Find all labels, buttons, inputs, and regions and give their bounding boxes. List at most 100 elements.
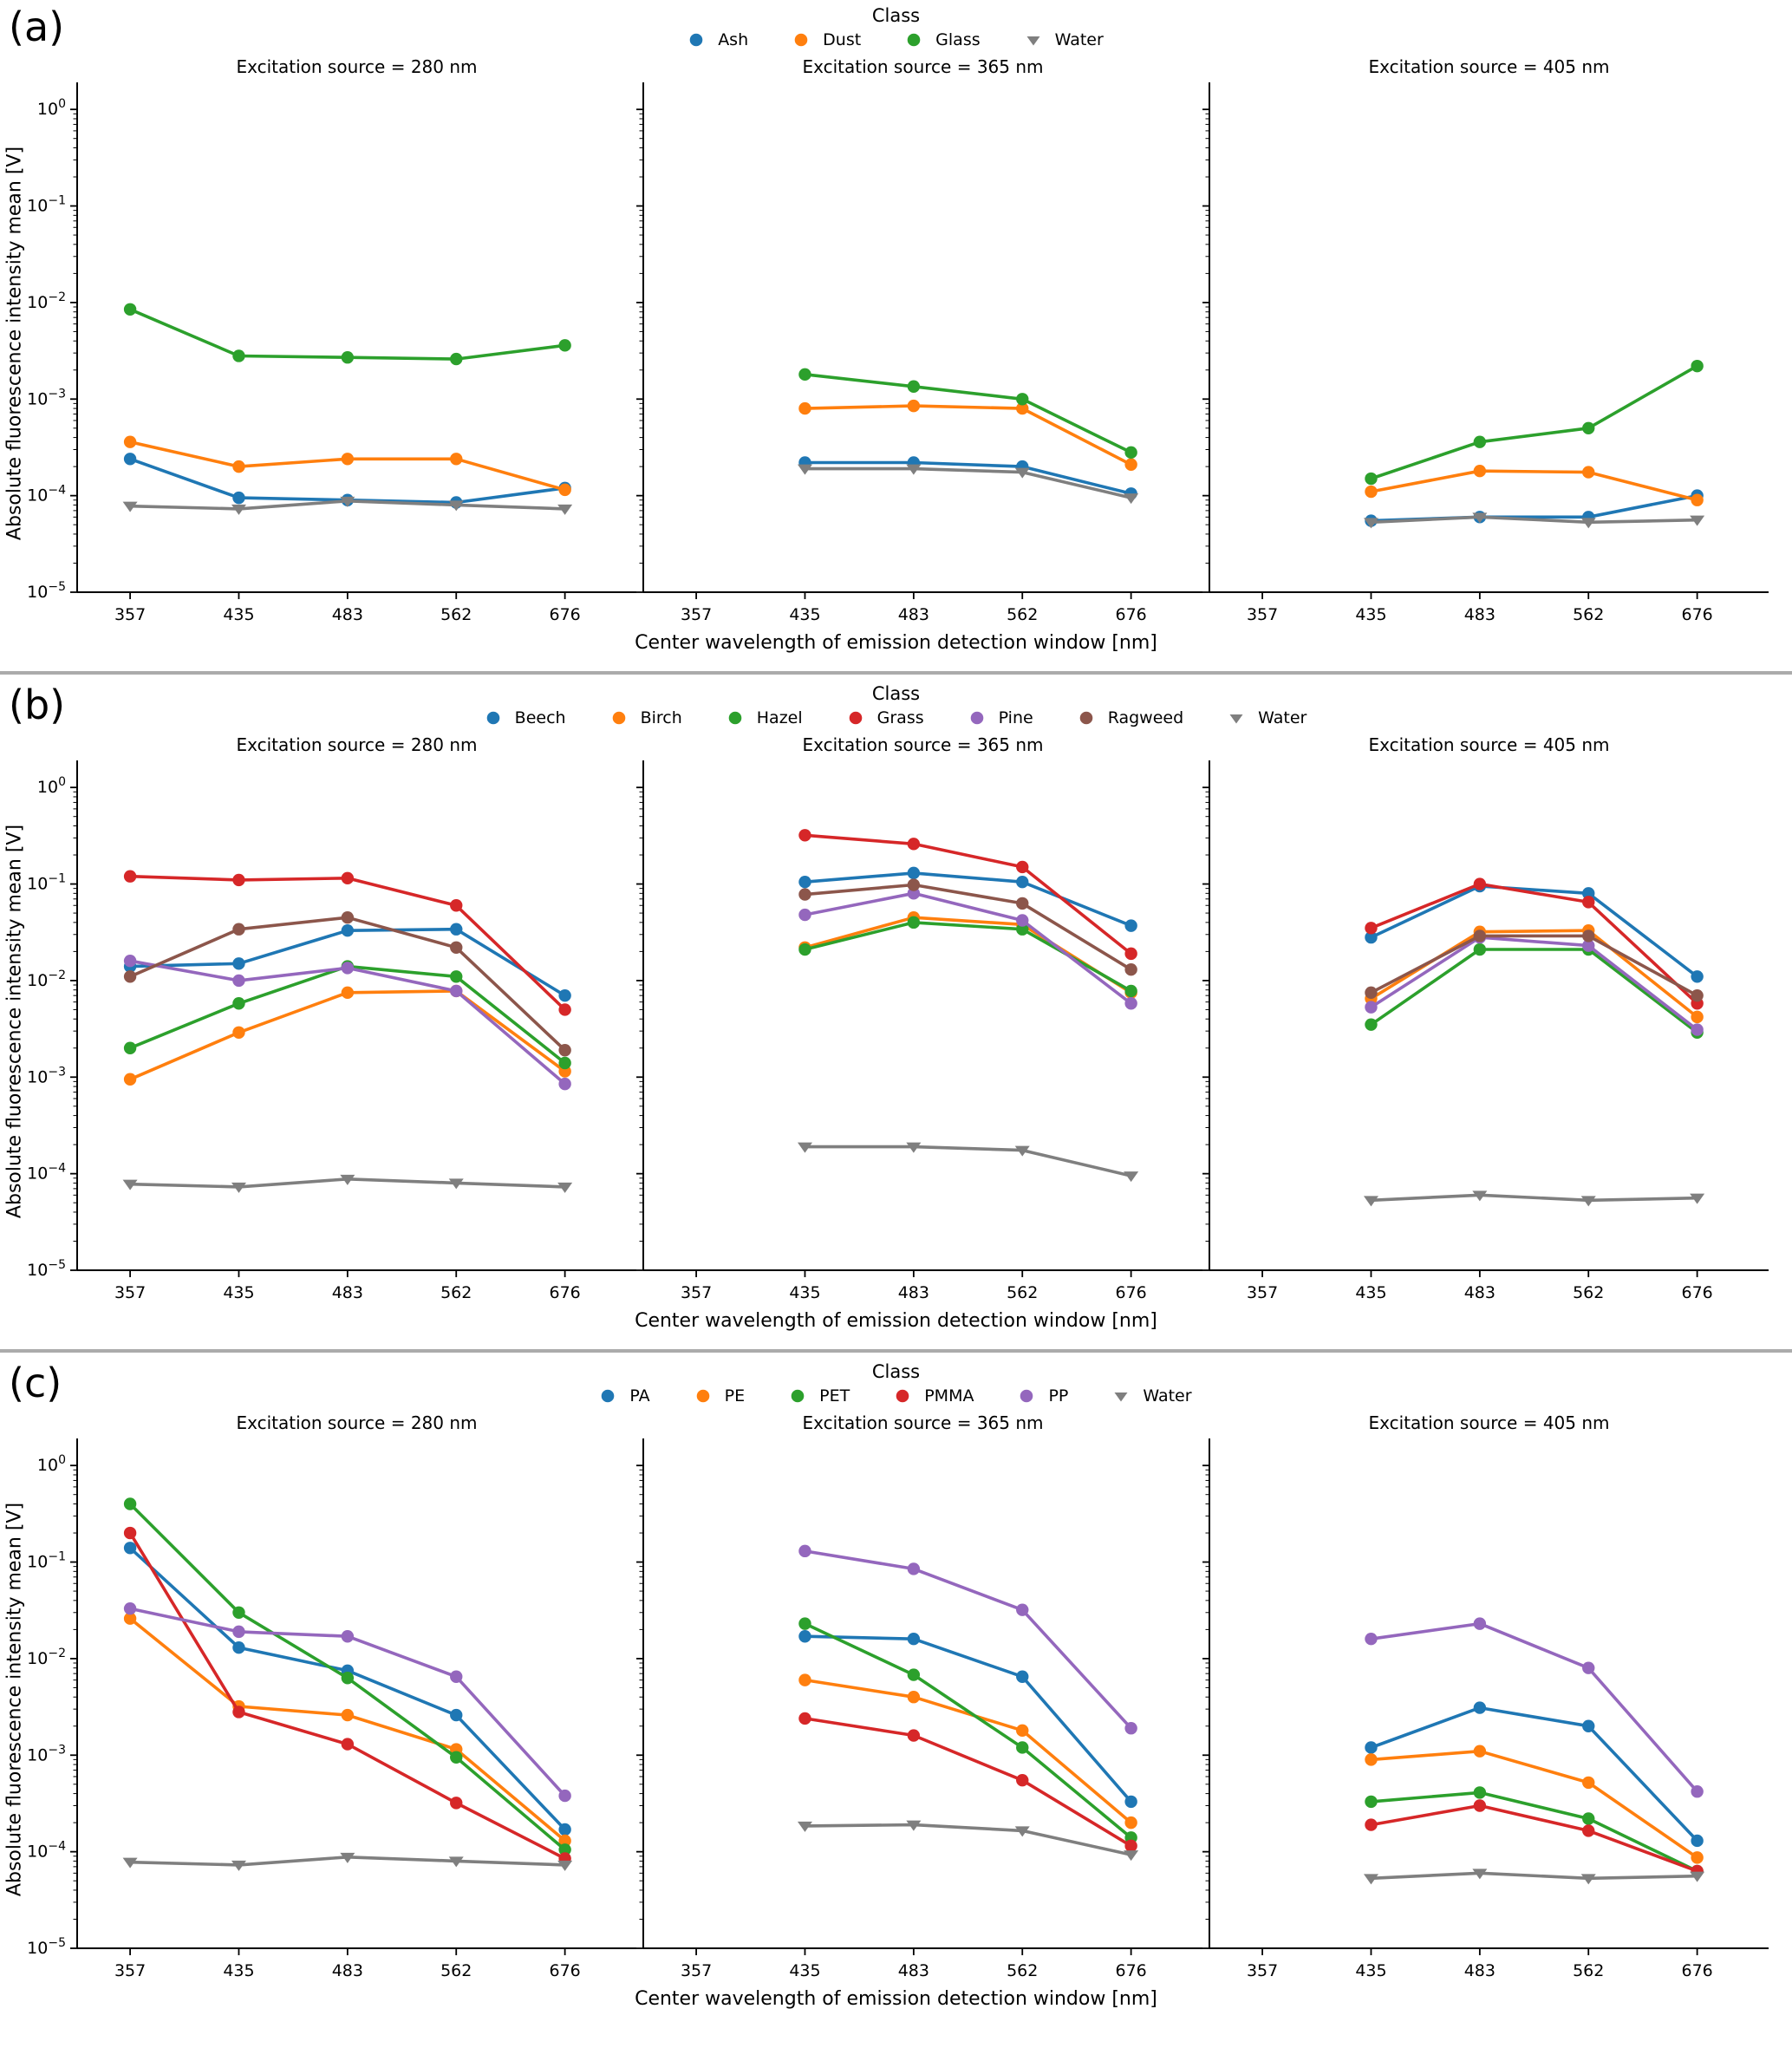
svg-text:10−2: 10−2 bbox=[27, 969, 66, 990]
subplot-c-1: Excitation source = 365 nm 357 435 483 562 67… bbox=[636, 1412, 1202, 1986]
triangle-down-icon bbox=[1229, 714, 1243, 724]
legend-label: Glass bbox=[935, 30, 981, 49]
svg-text:10−4: 10−4 bbox=[27, 1840, 66, 1862]
circle-icon bbox=[696, 1389, 709, 1403]
y-ticks bbox=[1202, 1464, 1209, 1949]
x-ticks: 357 435 483 562 676 bbox=[1247, 592, 1713, 624]
series-water bbox=[797, 1820, 1139, 1862]
svg-text:10−4: 10−4 bbox=[27, 1162, 66, 1184]
legend-item-glass: Glass bbox=[906, 30, 981, 49]
legend-item-ragweed: Ragweed bbox=[1078, 708, 1183, 727]
y-ticks bbox=[1202, 108, 1209, 593]
series-dust bbox=[1365, 465, 1704, 506]
circle-icon bbox=[689, 33, 703, 47]
subplot-title: Excitation source = 280 nm bbox=[236, 56, 478, 77]
legend-title: Class bbox=[871, 683, 921, 704]
svg-text:435: 435 bbox=[789, 1961, 820, 1980]
panel-c: (c) Class PA PE PET PMMA PP Water Absolute fl… bbox=[0, 1360, 1792, 2019]
svg-text:435: 435 bbox=[223, 605, 254, 624]
subplot-canvas: 100 10−1 10−2 10−3 10−4 10−5 357 435 483 562 676 bbox=[27, 760, 636, 1302]
legend-label: Beech bbox=[514, 708, 566, 727]
svg-text:10−2: 10−2 bbox=[27, 290, 66, 312]
legend-label: PMMA bbox=[924, 1386, 974, 1406]
legend-label: PE bbox=[724, 1386, 746, 1406]
y-ticks bbox=[636, 786, 643, 1271]
svg-text:483: 483 bbox=[1464, 1961, 1496, 1980]
svg-text:676: 676 bbox=[1681, 1283, 1712, 1302]
svg-text:10−5: 10−5 bbox=[27, 1936, 66, 1958]
subplot-title: Excitation source = 280 nm bbox=[236, 1412, 478, 1433]
series-water bbox=[1363, 512, 1705, 529]
subplot-canvas: 357 435 483 562 676 bbox=[1202, 1438, 1769, 1980]
y-ticks bbox=[636, 108, 643, 593]
series-pe bbox=[798, 1673, 1137, 1830]
svg-text:676: 676 bbox=[549, 605, 580, 624]
subplot-title: Excitation source = 405 nm bbox=[1368, 1412, 1610, 1433]
y-ticks: 100 10−1 10−2 10−3 10−4 10−5 bbox=[27, 775, 77, 1280]
series-water bbox=[122, 496, 573, 515]
legend-label: PET bbox=[819, 1386, 850, 1406]
series-water bbox=[122, 1174, 573, 1193]
series-glass bbox=[1365, 359, 1704, 486]
svg-text:357: 357 bbox=[681, 605, 712, 624]
x-axis-label: Center wavelength of emission detection … bbox=[635, 1988, 1157, 2010]
svg-text:10−1: 10−1 bbox=[27, 872, 66, 894]
panel-a: (a) Class Ash Dust Glass Water Absolute flu… bbox=[0, 3, 1792, 662]
y-axis-label-wrap: Absolute fluorescence intensity mean [V] bbox=[0, 56, 29, 630]
svg-text:676: 676 bbox=[1681, 1961, 1712, 1980]
subplot-b-0: Excitation source = 280 nm 100 10−1 10−2 10−… bbox=[27, 734, 636, 1308]
series-grass bbox=[123, 870, 571, 1016]
glass-marker-icon bbox=[906, 32, 922, 48]
svg-text:10−3: 10−3 bbox=[27, 1743, 66, 1764]
legend-item-pet: PET bbox=[790, 1386, 850, 1406]
legend-title: Class bbox=[871, 5, 921, 26]
legend-label: Hazel bbox=[756, 708, 803, 727]
series-water bbox=[1363, 1190, 1705, 1207]
water-marker-icon bbox=[1026, 32, 1041, 48]
series-pet bbox=[798, 1617, 1137, 1844]
panel-b-letter: (b) bbox=[9, 682, 66, 728]
y-ticks bbox=[1202, 786, 1209, 1271]
legend-item-pa: PA bbox=[600, 1386, 650, 1406]
svg-text:357: 357 bbox=[1247, 1961, 1278, 1980]
y-ticks: 100 10−1 10−2 10−3 10−4 10−5 bbox=[27, 97, 77, 602]
panel-divider bbox=[0, 671, 1792, 675]
series-water bbox=[1363, 1869, 1705, 1885]
svg-text:10−1: 10−1 bbox=[27, 194, 66, 216]
circle-icon bbox=[602, 1389, 615, 1403]
water-marker-icon bbox=[1113, 1388, 1129, 1404]
svg-text:562: 562 bbox=[440, 1283, 472, 1302]
x-ticks: 357 435 483 562 676 bbox=[681, 592, 1147, 624]
panel-b-subplots: Excitation source = 280 nm 100 10−1 10−2 10−… bbox=[27, 734, 1769, 1308]
circle-icon bbox=[794, 33, 808, 47]
triangle-down-icon bbox=[1026, 36, 1040, 46]
svg-text:483: 483 bbox=[898, 1961, 929, 1980]
subplot-title: Excitation source = 405 nm bbox=[1368, 734, 1610, 755]
x-ticks: 357 435 483 562 676 bbox=[681, 1270, 1147, 1302]
svg-text:562: 562 bbox=[1007, 605, 1038, 624]
legend-item-water: Water bbox=[1113, 1386, 1192, 1406]
series-pet bbox=[123, 1497, 571, 1856]
panel-b: (b) Class Beech Birch Hazel Grass Pine Ragwee… bbox=[0, 682, 1792, 1340]
series-dust bbox=[123, 435, 571, 497]
beech-marker-icon bbox=[485, 710, 501, 726]
svg-text:357: 357 bbox=[114, 1961, 146, 1980]
legend-item-ash: Ash bbox=[688, 30, 748, 49]
y-ticks bbox=[636, 1464, 643, 1949]
subplot-b-2: Excitation source = 405 nm 357 435 483 562 67… bbox=[1202, 734, 1769, 1308]
water-marker-icon bbox=[1228, 710, 1244, 726]
svg-text:676: 676 bbox=[1115, 1961, 1146, 1980]
subplot-canvas: 357 435 483 562 676 bbox=[1202, 82, 1769, 624]
svg-text:676: 676 bbox=[1115, 605, 1146, 624]
panel-divider bbox=[0, 1349, 1792, 1353]
legend-label: PP bbox=[1048, 1386, 1069, 1406]
svg-text:483: 483 bbox=[898, 605, 929, 624]
hazel-marker-icon bbox=[727, 710, 743, 726]
y-ticks: 100 10−1 10−2 10−3 10−4 10−5 bbox=[27, 1453, 77, 1958]
subplot-a-0: Excitation source = 280 nm 100 10−1 10−2 10−… bbox=[27, 56, 636, 630]
legend-item-pp: PP bbox=[1019, 1386, 1068, 1406]
svg-text:10−5: 10−5 bbox=[27, 1258, 66, 1280]
grass-marker-icon bbox=[848, 710, 863, 726]
svg-text:357: 357 bbox=[114, 605, 146, 624]
pmma-marker-icon bbox=[895, 1388, 910, 1404]
